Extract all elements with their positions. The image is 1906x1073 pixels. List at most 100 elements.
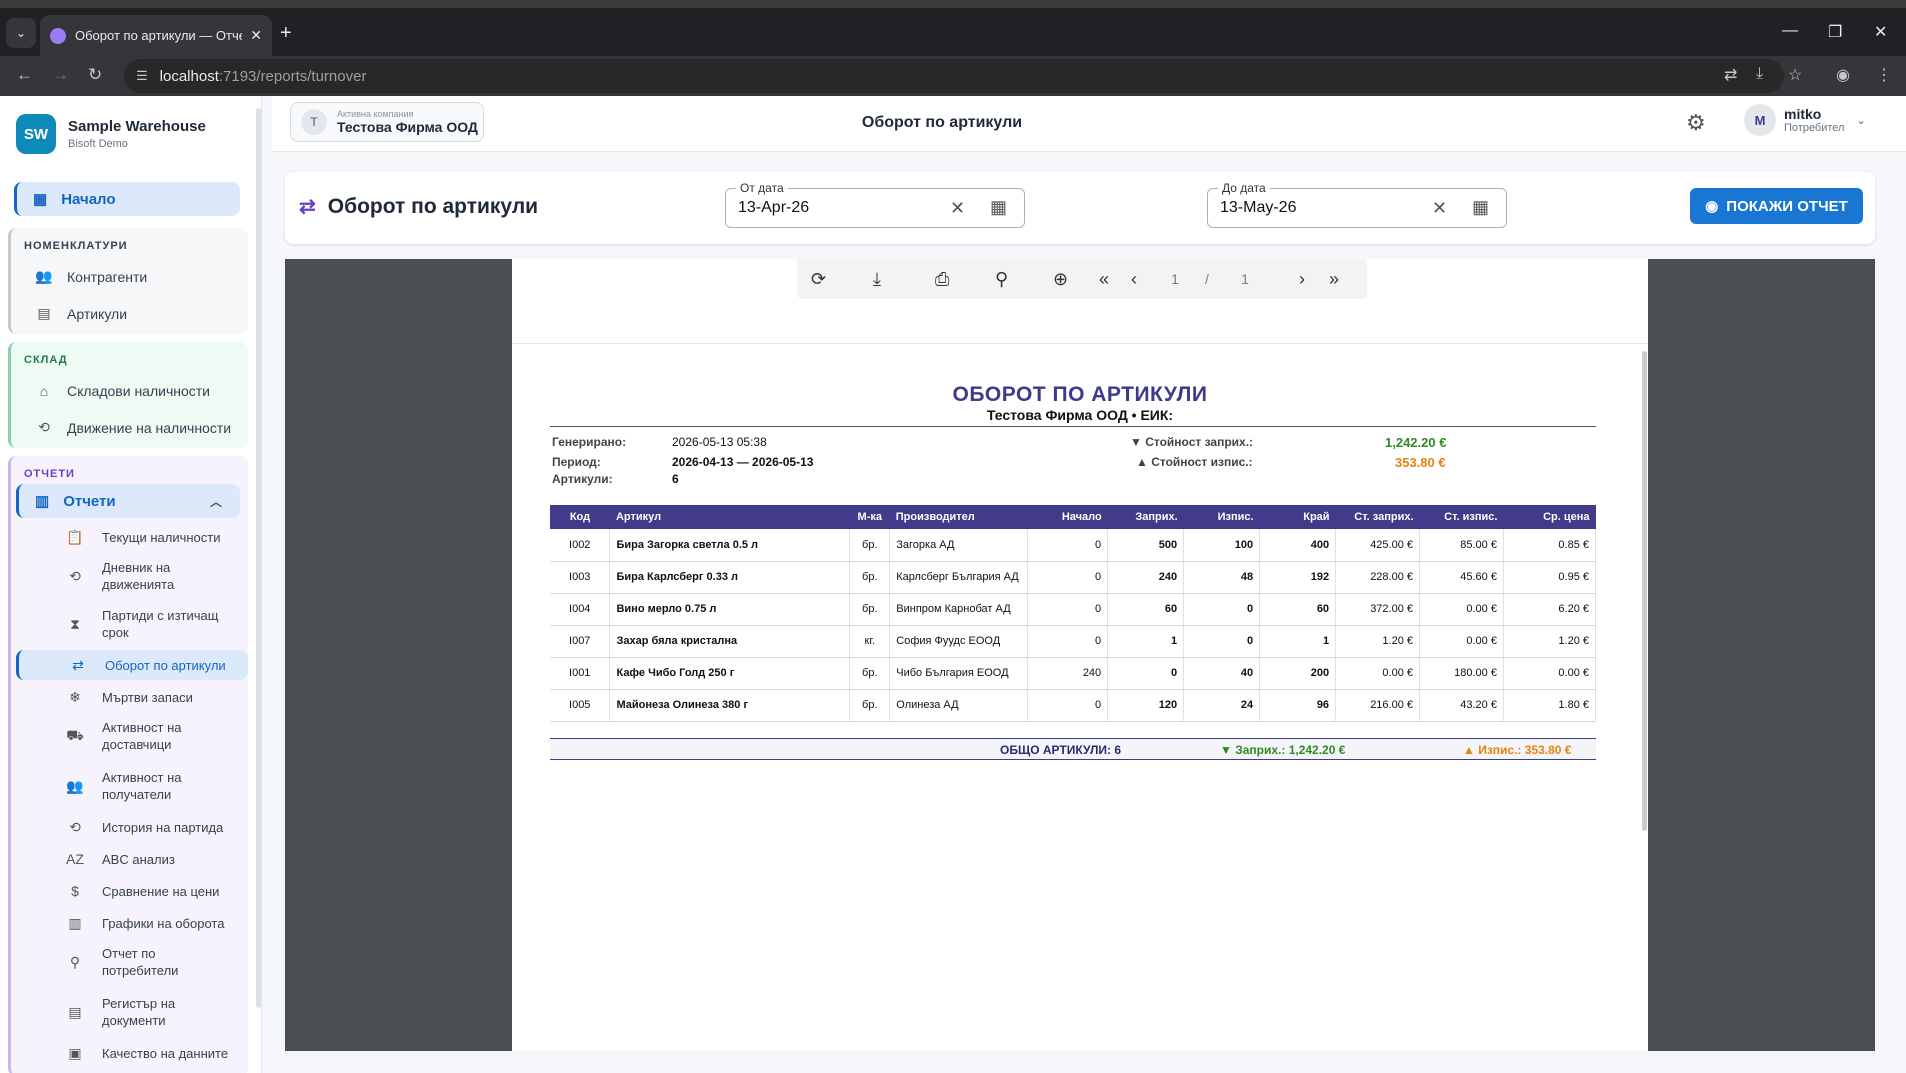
price-icon: $ <box>71 883 79 899</box>
cell-avg: 6.20 € <box>1503 593 1597 626</box>
app-header: Т Активна компания Тестова Фирма ООД Обо… <box>272 96 1906 152</box>
bookmark-star-icon[interactable]: ☆ <box>1788 67 1803 84</box>
cell-start: 0 <box>1027 529 1109 562</box>
user-menu[interactable]: M mitko Потребител ⌄ <box>1744 104 1866 136</box>
calendar-icon[interactable]: ▦ <box>1472 197 1490 217</box>
cell-in: 0 <box>1107 657 1185 690</box>
people-icon: 👥 <box>66 777 84 794</box>
browser-menu-icon[interactable]: ⋮ <box>1876 67 1892 84</box>
group-title: ОТЧЕТИ <box>24 468 75 480</box>
cell-maker: Карлсберг България АД <box>889 561 1029 594</box>
search-icon[interactable]: ⚲ <box>995 269 1009 289</box>
refresh-icon[interactable]: ⟳ <box>811 269 827 289</box>
print-icon[interactable]: ⎙ <box>935 269 950 289</box>
sidebar-item-batch-history[interactable]: ⟲ История на партида <box>8 812 240 842</box>
sidebar-item-home[interactable]: ▦ Начало <box>14 182 240 216</box>
new-tab-button[interactable]: + <box>280 22 292 44</box>
archive-icon: ▤ <box>68 1003 82 1020</box>
last-page-icon[interactable]: » <box>1329 269 1340 289</box>
forward-icon[interactable]: → <box>52 65 69 84</box>
sidebar-item-expiring-batches[interactable]: ⧗ Партиди с изтичащ срок <box>8 602 240 646</box>
brand-subtitle: Bisoft Demo <box>68 138 128 150</box>
page-number-input[interactable]: 1 <box>1171 271 1179 287</box>
cell-in: 500 <box>1107 529 1185 562</box>
clear-icon[interactable]: ✕ <box>950 198 966 218</box>
period-label: Период: <box>552 455 601 469</box>
sidebar-item-supplier-activity[interactable]: ⛟ Активност на доставчици <box>8 714 240 758</box>
sidebar-item-price-compare[interactable]: $ Сравнение на цени <box>8 876 240 906</box>
items-label: Артикули: <box>552 472 613 486</box>
cell-name: Бира Карлсберг 0.33 л <box>609 561 851 594</box>
report-title: ⇄ Оборот по артикули <box>299 194 538 219</box>
group-title: СКЛАД <box>24 354 68 366</box>
tab-title: Оборот по артикули — Отчет <box>75 28 243 43</box>
total-in: ▼ Заприх.: 1,242.20 € <box>1220 743 1346 757</box>
minimize-icon[interactable]: — <box>1782 22 1798 39</box>
zoom-in-icon[interactable]: ⊕ <box>1053 269 1069 289</box>
sidebar-item-stock[interactable]: ⌂ Складови наличности <box>11 372 248 409</box>
cell-end: 96 <box>1259 689 1337 722</box>
gear-icon[interactable]: ⚙ <box>1686 110 1706 135</box>
install-icon[interactable]: ⤓ <box>1756 65 1764 82</box>
from-date-input[interactable] <box>738 199 938 217</box>
calendar-icon[interactable]: ▦ <box>990 197 1008 217</box>
translate-icon[interactable]: ⇄ <box>1724 67 1738 84</box>
profile-icon[interactable]: ◉ <box>1836 67 1850 84</box>
to-date-input[interactable] <box>1220 199 1420 217</box>
sidebar-item-movements[interactable]: ⟲ Движение на наличности <box>11 409 248 446</box>
cell-in: 1 <box>1107 625 1185 658</box>
to-date-field[interactable]: До дата ✕ ▦ <box>1207 181 1507 228</box>
browser-tab[interactable]: Оборот по артикули — Отчет ✕ <box>40 15 272 56</box>
first-page-icon[interactable]: « <box>1099 269 1110 289</box>
show-report-button[interactable]: ◉ ПОКАЖИ ОТЧЕТ <box>1690 188 1863 224</box>
sidebar-scrollbar[interactable] <box>256 108 261 1008</box>
sidebar-item-label: Начало <box>61 190 116 208</box>
chevron-up-icon[interactable]: ︿ <box>209 494 222 509</box>
sidebar-item-recipient-activity[interactable]: 👥 Активност на получатели <box>8 764 240 808</box>
sidebar-item-label: Партиди с изтичащ срок <box>102 608 219 640</box>
next-page-icon[interactable]: › <box>1299 269 1305 289</box>
close-tab-icon[interactable]: ✕ <box>250 27 262 43</box>
reload-icon[interactable]: ↻ <box>88 65 103 84</box>
table-row: I005 Майонеза Олинеза 380 г бр. Олинеза АД 0… <box>550 689 1597 722</box>
restore-icon[interactable]: ❐ <box>1828 24 1843 41</box>
sidebar-item-label: Активност на получатели <box>102 770 182 802</box>
sidebar-item-articles[interactable]: ▤ Артикули <box>11 295 248 332</box>
sidebar-item-current-stock[interactable]: 📋 Текущи наличности <box>8 522 240 552</box>
cell-name: Майонеза Олинеза 380 г <box>609 689 851 722</box>
clear-icon[interactable]: ✕ <box>1432 198 1448 218</box>
download-icon[interactable]: ⤓ <box>873 269 881 289</box>
sidebar-item-user-report[interactable]: ⚲ Отчет по потребители <box>8 940 240 984</box>
cell-maker: Загорка АД <box>889 529 1029 562</box>
sidebar-item-movement-log[interactable]: ⟲ Дневник на движенията <box>8 554 240 598</box>
prev-page-icon[interactable]: ‹ <box>1131 269 1137 289</box>
company-selector[interactable]: Т Активна компания Тестова Фирма ООД <box>290 102 484 142</box>
sidebar-item-reports[interactable]: ▥ Отчети ︿ <box>16 484 240 518</box>
sidebar-item-document-register[interactable]: ▤ Регистър на документи <box>8 990 240 1034</box>
cell-out: 24 <box>1183 689 1261 722</box>
cell-avg: 1.20 € <box>1503 625 1597 658</box>
sidebar-item-contractors[interactable]: 👥 Контрагенти <box>11 258 248 295</box>
sidebar-item-data-quality[interactable]: ▣ Качество на данните <box>8 1038 240 1068</box>
from-date-field[interactable]: От дата ✕ ▦ <box>725 181 1025 228</box>
cell-out-val: 0.00 € <box>1419 625 1504 658</box>
sidebar-item-dead-stock[interactable]: ❄ Мъртви запаси <box>8 682 240 712</box>
cell-code: I003 <box>550 561 611 594</box>
user-name: mitko <box>1784 106 1822 122</box>
sidebar-item-turnover[interactable]: ⇄ Оборот по артикули <box>16 650 248 680</box>
site-info-icon[interactable]: ☰ <box>136 68 148 83</box>
cell-start: 0 <box>1027 561 1109 594</box>
sidebar-item-turnover-charts[interactable]: ▥ Графики на оборота <box>8 908 240 938</box>
cell-end: 200 <box>1259 657 1337 690</box>
close-window-icon[interactable]: ✕ <box>1874 24 1888 41</box>
brand: SW Sample Warehouse Bisoft Demo <box>16 114 206 154</box>
cell-maker: Чибо България ЕООД <box>889 657 1029 690</box>
back-icon[interactable]: ← <box>16 65 33 84</box>
tab-search-button[interactable]: ⌄ <box>6 18 36 48</box>
page-scrollbar[interactable] <box>1642 351 1647 831</box>
page-title: Оборот по артикули <box>861 114 1023 131</box>
sidebar-item-abc-analysis[interactable]: AZ ABC анализ <box>8 844 240 874</box>
url-field[interactable]: ☰ localhost:7193/reports/turnover <box>124 59 1784 93</box>
company-name: Тестова Фирма ООД <box>337 119 478 135</box>
cell-avg: 0.95 € <box>1503 561 1597 594</box>
